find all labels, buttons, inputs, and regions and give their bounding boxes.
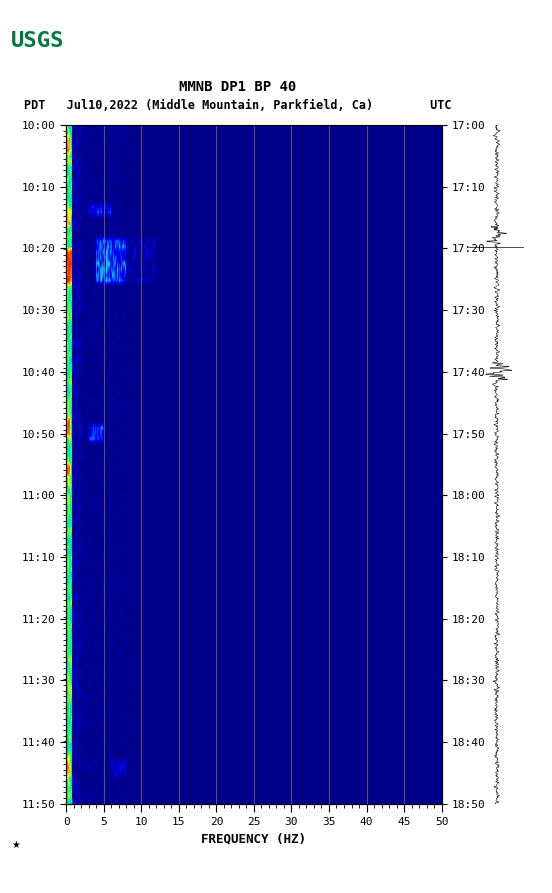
Text: ★: ★ [11, 840, 20, 850]
Text: USGS: USGS [11, 31, 65, 51]
X-axis label: FREQUENCY (HZ): FREQUENCY (HZ) [201, 832, 306, 846]
Text: PDT   Jul10,2022 (Middle Mountain, Parkfield, Ca)        UTC: PDT Jul10,2022 (Middle Mountain, Parkfie… [24, 98, 451, 112]
Text: MMNB DP1 BP 40: MMNB DP1 BP 40 [179, 79, 296, 94]
